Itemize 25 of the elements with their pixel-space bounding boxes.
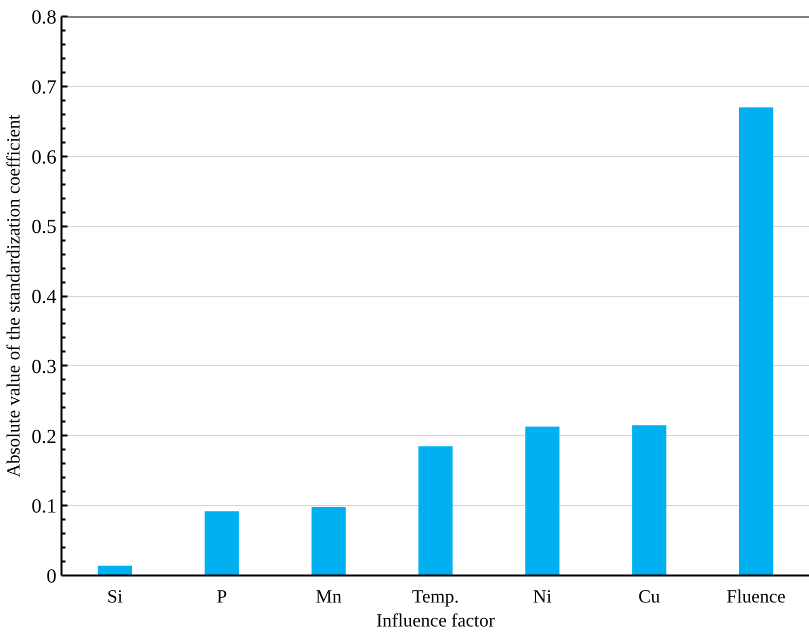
y-tick-label: 0.3: [32, 356, 56, 378]
x-tick-label: Temp.: [412, 586, 459, 608]
bar: [98, 566, 132, 576]
bar: [632, 425, 666, 576]
y-tick-label: 0: [46, 566, 56, 588]
y-tick-label: 0.2: [32, 426, 56, 448]
x-tick-label: Ni: [533, 586, 552, 608]
x-tick-label: Si: [107, 586, 123, 608]
y-tick-label: 0.7: [32, 76, 56, 98]
y-tick-label: 0.1: [32, 496, 56, 518]
y-tick-label: 0.8: [32, 6, 56, 28]
y-tick-label: 0.5: [32, 216, 56, 238]
bar: [525, 426, 560, 576]
bar: [204, 511, 239, 576]
x-tick-label: P: [216, 586, 227, 608]
y-tick-label: 0.4: [32, 286, 56, 308]
x-axis-title: Influence factor: [376, 610, 496, 632]
x-tick-label: Cu: [638, 586, 661, 608]
x-tick-label: Mn: [316, 586, 342, 608]
bar: [418, 446, 453, 576]
y-axis-title: Absolute value of the standardization coefficient: [4, 114, 24, 478]
bar: [738, 107, 774, 576]
x-tick-label: Fluence: [726, 586, 786, 608]
bar: [312, 507, 346, 576]
y-tick-label: 0.6: [32, 146, 56, 168]
